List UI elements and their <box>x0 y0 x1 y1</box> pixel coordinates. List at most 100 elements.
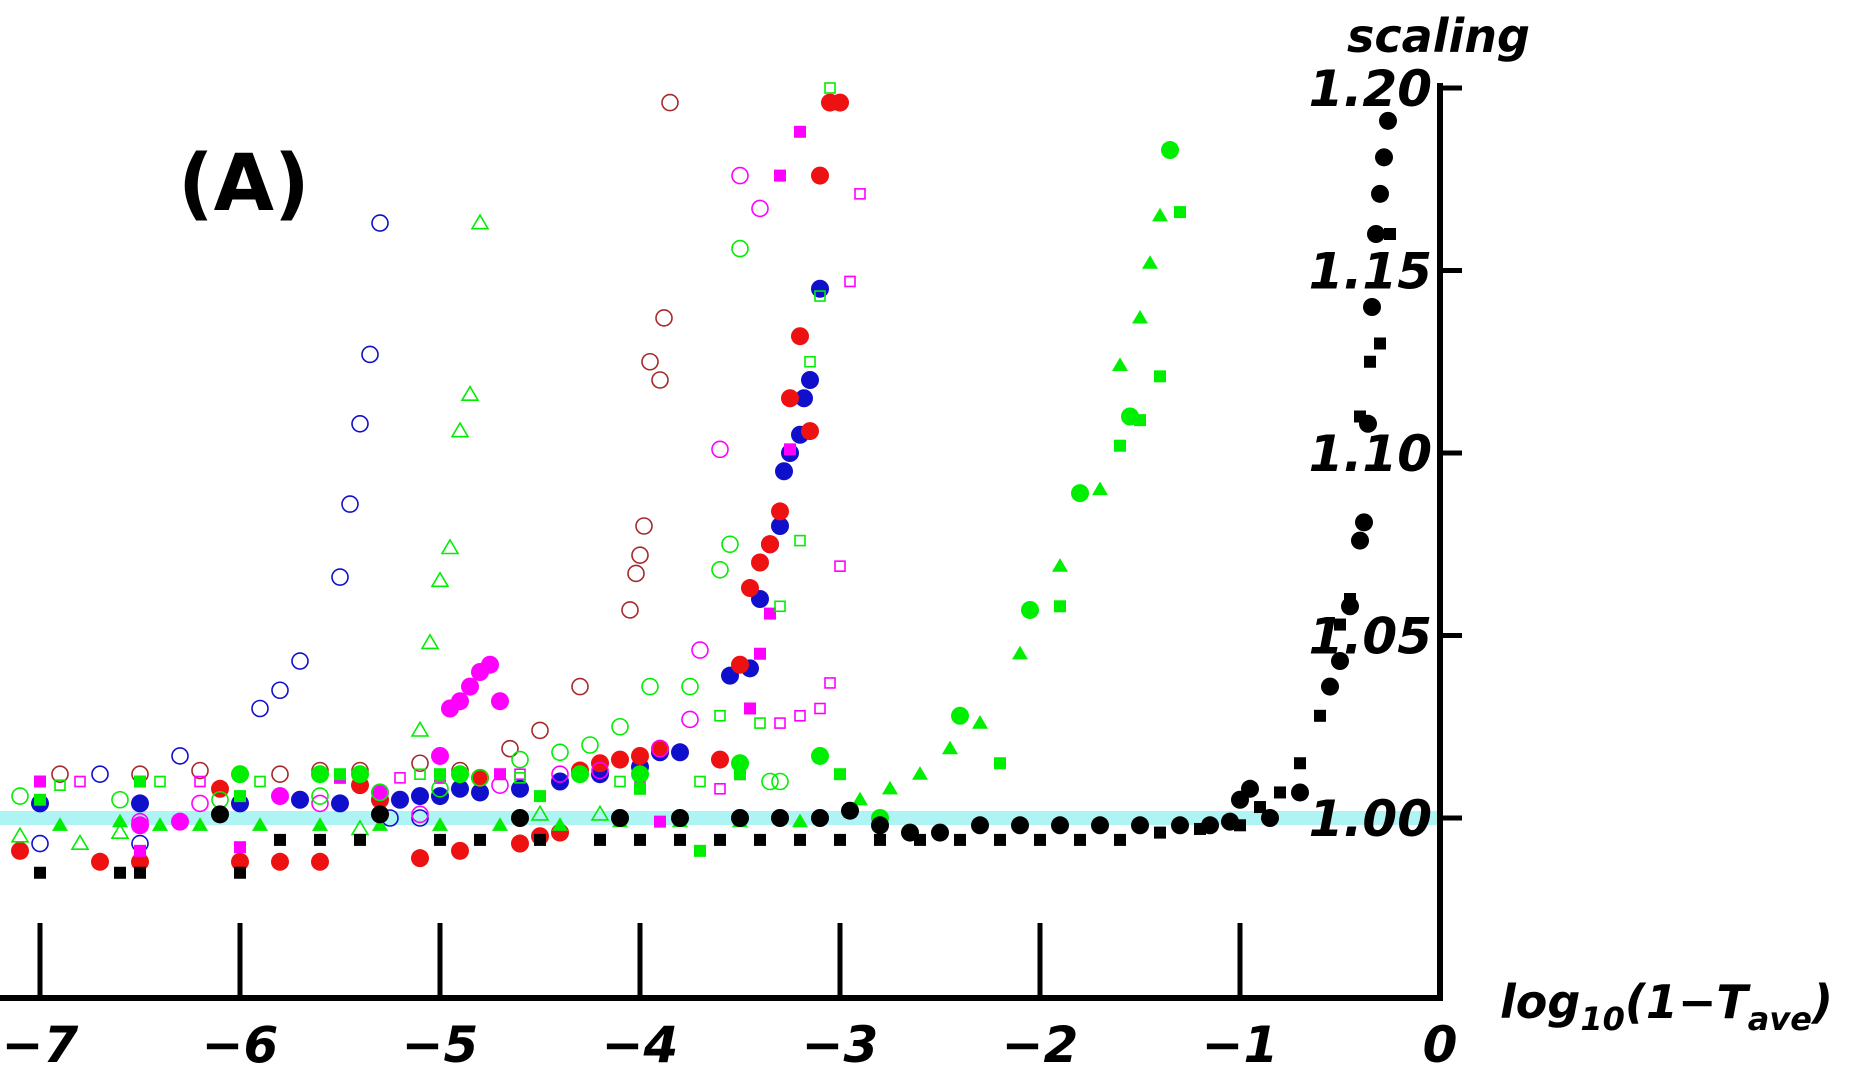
data-marks-layer <box>10 82 1397 879</box>
data-point <box>631 746 649 765</box>
data-point <box>844 275 856 288</box>
data-point <box>731 655 749 674</box>
data-point <box>651 739 669 758</box>
data-point <box>331 568 349 586</box>
series-12 <box>34 206 1186 857</box>
data-point <box>511 809 529 827</box>
data-point <box>420 633 440 650</box>
data-point <box>481 655 499 674</box>
data-point <box>1364 355 1376 368</box>
data-point <box>494 768 506 781</box>
data-point <box>171 812 189 831</box>
data-point <box>852 791 868 806</box>
data-point <box>231 852 249 871</box>
series-11 <box>10 213 610 850</box>
data-point <box>874 833 886 846</box>
data-point <box>794 833 806 846</box>
data-point <box>781 389 799 408</box>
data-point <box>871 816 889 835</box>
data-point <box>741 579 759 598</box>
data-point <box>274 833 286 846</box>
data-point <box>52 817 68 831</box>
data-point <box>1261 809 1279 827</box>
data-point <box>691 641 709 659</box>
data-point <box>234 841 246 854</box>
y-tick-label: 1.15 <box>1309 243 1432 301</box>
data-point <box>131 812 149 831</box>
data-point <box>1254 801 1266 814</box>
data-point <box>234 790 246 803</box>
data-point <box>314 833 326 846</box>
data-point <box>440 538 460 555</box>
data-point <box>751 553 769 572</box>
data-point <box>231 765 249 784</box>
data-point <box>784 443 796 456</box>
data-point <box>152 817 168 831</box>
data-point <box>681 710 699 729</box>
data-point <box>134 866 146 879</box>
data-point <box>1074 833 1086 846</box>
data-point <box>774 600 786 613</box>
data-point <box>811 166 829 185</box>
data-point <box>1291 783 1309 802</box>
data-point <box>1374 337 1386 350</box>
data-point <box>651 739 669 758</box>
data-point <box>311 765 329 784</box>
x-tick-label: −7 <box>2 1016 79 1074</box>
x-tick-label: −5 <box>402 1016 479 1074</box>
data-point <box>252 817 268 831</box>
data-point <box>1011 816 1029 835</box>
data-point <box>1132 309 1148 324</box>
data-point <box>824 82 836 94</box>
data-point <box>351 414 369 433</box>
data-point <box>754 717 766 729</box>
data-point <box>994 757 1006 770</box>
data-point <box>1114 833 1126 846</box>
data-point <box>774 169 786 182</box>
data-point <box>734 768 746 781</box>
data-point <box>611 717 629 736</box>
data-point <box>1071 484 1089 503</box>
data-point <box>634 782 646 795</box>
data-point <box>774 717 786 729</box>
data-point <box>474 833 486 846</box>
data-point <box>1092 481 1108 496</box>
series-9 <box>11 239 789 809</box>
data-point <box>531 721 549 740</box>
data-point <box>471 768 489 787</box>
data-point <box>111 790 129 809</box>
data-point <box>434 768 446 781</box>
data-point <box>371 783 389 802</box>
data-point <box>641 352 659 371</box>
data-point <box>804 355 816 368</box>
data-point <box>1371 184 1389 203</box>
data-point <box>192 817 208 831</box>
data-point <box>882 780 898 795</box>
data-point <box>1354 410 1366 423</box>
data-point <box>1091 816 1109 835</box>
data-point <box>312 817 328 831</box>
data-point <box>744 702 756 715</box>
data-point <box>271 681 289 700</box>
y-tick-label: 1.10 <box>1309 425 1432 483</box>
data-point <box>814 290 826 302</box>
data-point <box>1234 819 1246 832</box>
data-point <box>551 743 569 762</box>
data-point <box>1114 439 1126 452</box>
data-point <box>834 560 846 572</box>
data-point <box>792 813 808 828</box>
data-point <box>751 199 769 218</box>
data-point <box>430 571 450 588</box>
data-point <box>191 761 209 780</box>
data-point <box>581 736 599 754</box>
data-point <box>1241 779 1259 798</box>
data-point <box>651 371 669 389</box>
x-axis-title: log10(1−Tave) <box>1500 975 1833 1038</box>
data-point <box>371 214 389 232</box>
data-point <box>131 794 149 813</box>
data-point <box>470 213 490 230</box>
data-point <box>191 794 209 813</box>
data-point <box>1054 600 1066 613</box>
data-point <box>1194 822 1206 835</box>
data-point <box>834 768 846 781</box>
